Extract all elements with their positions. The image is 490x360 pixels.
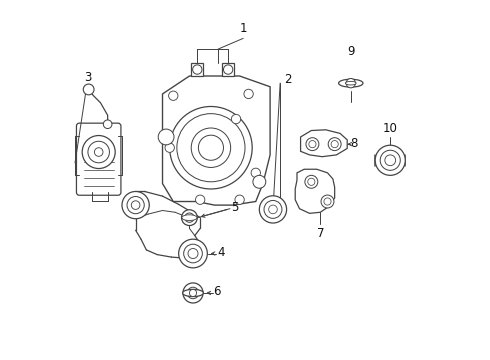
Circle shape [103,120,112,129]
Polygon shape [295,169,335,213]
Text: 7: 7 [317,226,324,240]
Circle shape [251,168,260,177]
Polygon shape [221,63,234,76]
Text: 4: 4 [217,246,224,259]
Text: 2: 2 [284,73,291,86]
Circle shape [184,244,202,263]
Circle shape [321,195,334,208]
Circle shape [188,248,198,258]
Text: 5: 5 [231,202,238,215]
Circle shape [88,141,109,163]
Circle shape [191,128,231,167]
Circle shape [346,78,355,88]
Circle shape [235,195,245,204]
Circle shape [83,84,94,95]
Ellipse shape [339,79,363,87]
Circle shape [131,201,140,210]
Circle shape [190,289,196,297]
Circle shape [308,178,315,185]
Ellipse shape [182,215,197,221]
Circle shape [264,201,282,219]
Circle shape [231,114,241,124]
FancyBboxPatch shape [76,123,121,195]
Polygon shape [163,76,270,205]
Text: 10: 10 [383,122,398,135]
Circle shape [380,150,400,170]
Text: 1: 1 [240,22,247,35]
Circle shape [305,175,318,188]
Polygon shape [191,63,203,76]
Text: 8: 8 [350,136,358,149]
Circle shape [259,196,287,223]
Circle shape [177,114,245,182]
Circle shape [331,140,338,148]
Circle shape [181,210,197,226]
Circle shape [95,148,103,156]
Circle shape [187,287,199,299]
Circle shape [82,135,115,168]
Circle shape [185,213,194,222]
Text: 3: 3 [84,71,92,84]
Circle shape [306,138,319,150]
Circle shape [193,65,202,74]
Text: 9: 9 [347,45,355,58]
Circle shape [375,145,405,175]
Ellipse shape [345,81,356,85]
Circle shape [165,143,174,152]
Circle shape [328,138,341,150]
Circle shape [253,175,266,188]
Circle shape [269,205,277,214]
Circle shape [122,192,149,219]
Circle shape [324,198,331,205]
Circle shape [196,195,205,204]
Circle shape [170,107,252,189]
Circle shape [223,65,233,74]
Circle shape [183,283,203,303]
Circle shape [244,89,253,99]
Circle shape [127,197,144,214]
Text: 6: 6 [214,285,221,298]
Circle shape [179,239,207,268]
Circle shape [169,91,178,100]
Circle shape [385,155,395,166]
Ellipse shape [183,289,203,297]
Circle shape [309,140,316,148]
Circle shape [198,135,223,160]
Polygon shape [300,130,347,157]
Circle shape [158,129,174,145]
